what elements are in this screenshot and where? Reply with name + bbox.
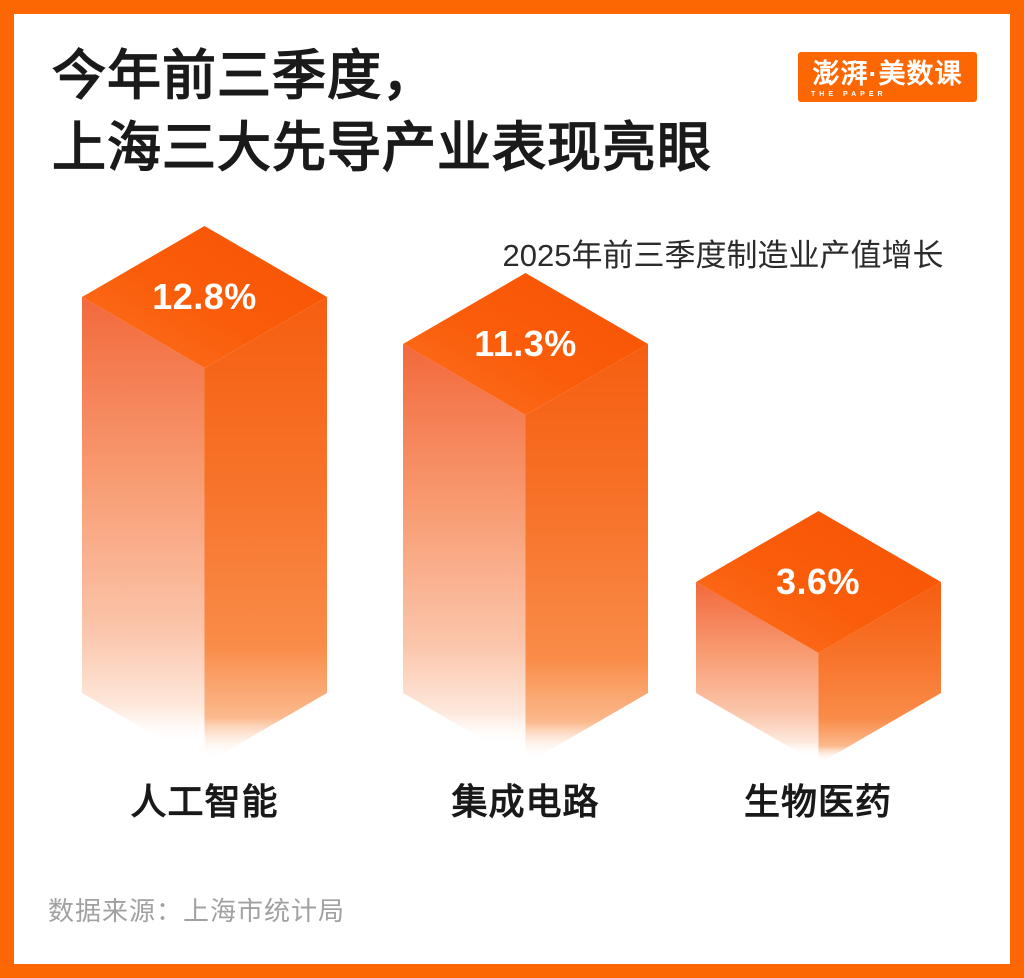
bar-right-face (525, 344, 648, 764)
page-title-line-1: 今年前三季度， (52, 46, 437, 106)
bar-value-label: 12.8% (152, 276, 257, 317)
page-title-line-2: 上海三大先导产业表现亮眼 (52, 118, 712, 178)
bar-left-face (403, 344, 526, 764)
page-title: 今年前三季度， 上海三大先导产业表现亮眼 (52, 40, 712, 184)
brand-logo-subtext: THE PAPER (811, 91, 887, 98)
bar-top-face (403, 273, 648, 415)
bar-left-face (82, 297, 205, 764)
bar-column-3: 3.6% (695, 511, 941, 764)
bar-column-2: 11.3% (403, 273, 648, 764)
bar-category-label: 人工智能 (130, 781, 279, 822)
bar-value-label: 11.3% (474, 323, 577, 364)
bar-category-label: 集成电路 (451, 781, 600, 822)
bar-top-face (82, 226, 327, 368)
bar-top-face (695, 511, 941, 653)
bar-value-label: 3.6% (775, 561, 861, 602)
bar-left-face (695, 582, 818, 764)
bar-faces (82, 226, 327, 764)
bar-faces (695, 511, 941, 764)
bar-right-face (204, 297, 327, 764)
bar-category-label: 生物医药 (743, 781, 893, 822)
chart-subtitle: 2025年前三季度制造业产值增长 (502, 238, 944, 273)
data-source: 数据来源：上海市统计局 (48, 896, 346, 926)
bar-right-face (818, 582, 941, 764)
brand-logo-text: 澎湃·美数课 (812, 59, 963, 89)
brand-logo-badge: 澎湃·美数课 THE PAPER (798, 52, 977, 102)
bar-faces (403, 273, 648, 764)
bar-column-1: 12.8% (82, 226, 327, 764)
